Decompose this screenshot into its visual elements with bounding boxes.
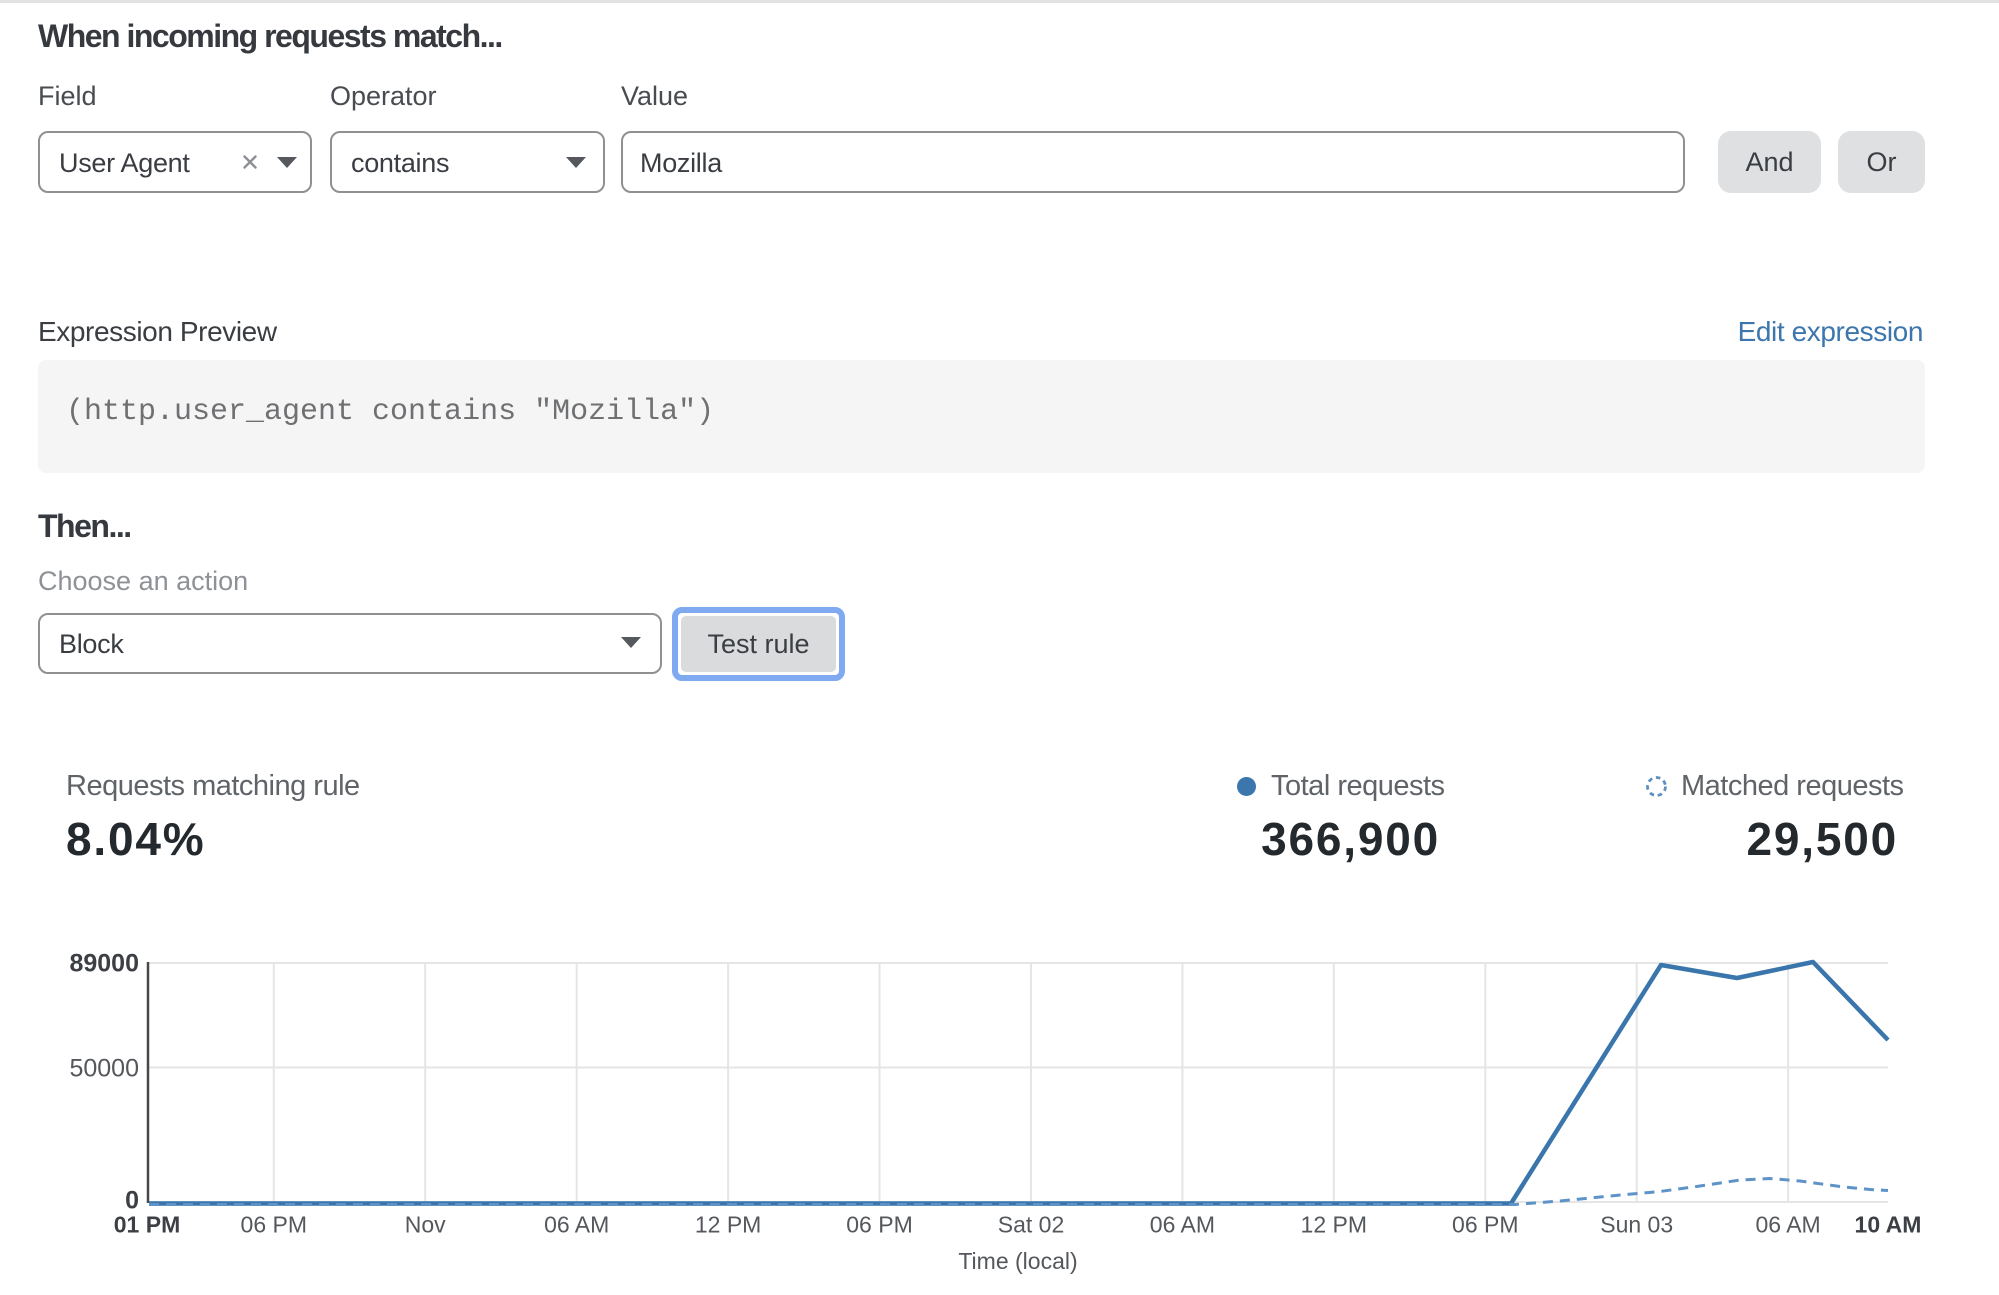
svg-text:Nov: Nov bbox=[405, 1212, 446, 1238]
svg-text:50000: 50000 bbox=[69, 1055, 139, 1083]
svg-text:89000: 89000 bbox=[69, 950, 139, 978]
svg-text:0: 0 bbox=[125, 1187, 139, 1215]
svg-text:06 AM: 06 AM bbox=[1150, 1212, 1215, 1238]
svg-text:Sat 02: Sat 02 bbox=[998, 1212, 1065, 1238]
svg-text:10 AM: 10 AM bbox=[1855, 1212, 1922, 1238]
svg-text:12 PM: 12 PM bbox=[1301, 1212, 1367, 1238]
svg-text:01 PM: 01 PM bbox=[114, 1212, 180, 1238]
svg-text:06 PM: 06 PM bbox=[846, 1212, 912, 1238]
svg-text:06 PM: 06 PM bbox=[241, 1212, 307, 1238]
svg-text:06 AM: 06 AM bbox=[544, 1212, 609, 1238]
svg-text:Time (local): Time (local) bbox=[958, 1248, 1077, 1274]
svg-text:12 PM: 12 PM bbox=[695, 1212, 761, 1238]
svg-text:06 PM: 06 PM bbox=[1452, 1212, 1518, 1238]
svg-text:06 AM: 06 AM bbox=[1755, 1212, 1820, 1238]
svg-text:Sun 03: Sun 03 bbox=[1600, 1212, 1673, 1238]
